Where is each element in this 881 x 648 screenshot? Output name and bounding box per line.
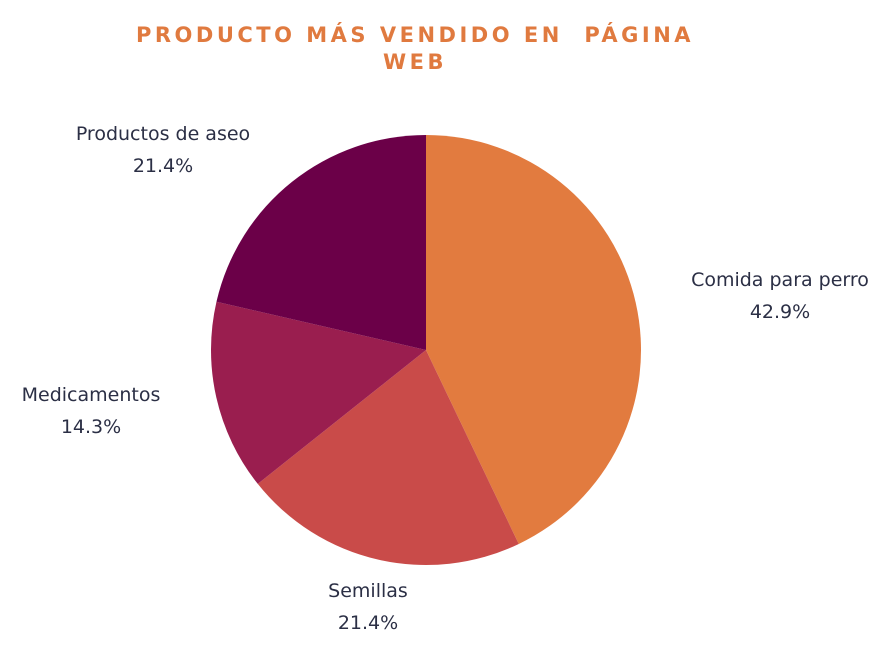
slice-percent-label: 21.4%: [338, 612, 398, 634]
chart-title: PRODUCTO MÁS VENDIDO EN PÁGINA WEB: [135, 23, 705, 74]
slice-percent-label: 14.3%: [61, 416, 121, 438]
slice-percent-label: 42.9%: [750, 301, 810, 323]
chart-title-container: PRODUCTO MÁS VENDIDO EN PÁGINA WEB: [100, 22, 730, 76]
pie-slice-comida-para-perro: [426, 135, 642, 544]
slice-label: Medicamentos: [22, 384, 161, 406]
pie-slice-productos-de-aseo: [216, 135, 426, 350]
pie-slice-semillas: [257, 350, 519, 565]
slice-label: Productos de aseo: [76, 123, 250, 145]
slice-label: Semillas: [328, 580, 408, 602]
slice-percent-label: 21.4%: [133, 155, 193, 177]
pie-slice-medicamentos: [210, 301, 426, 484]
slice-label: Comida para perro: [691, 269, 869, 291]
